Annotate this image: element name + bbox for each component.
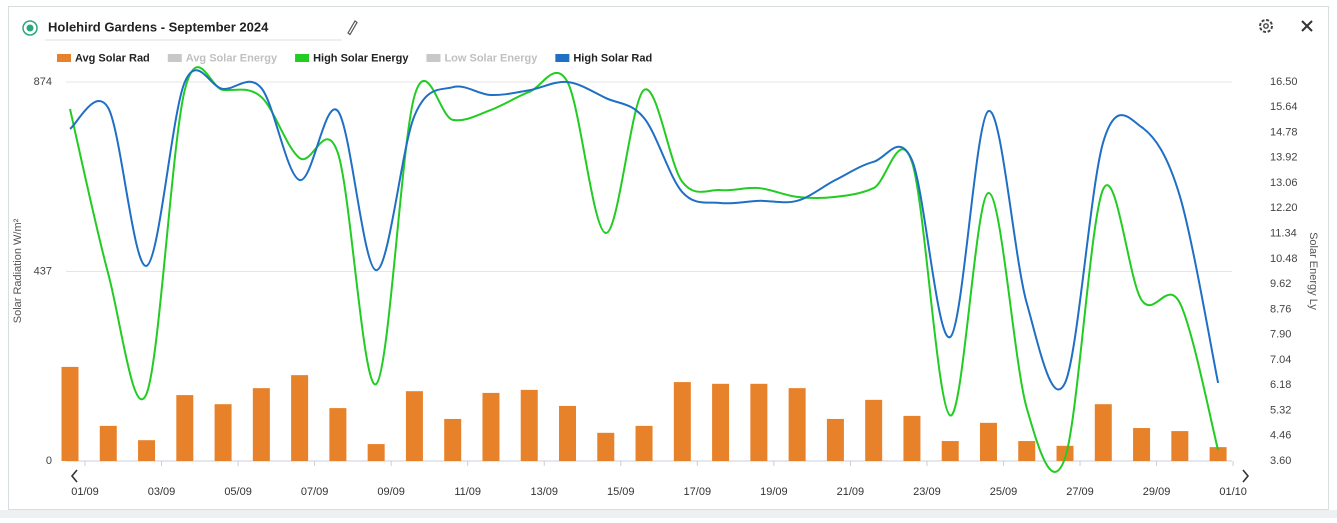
x-tick-label: 27/09 — [1066, 486, 1094, 498]
y2-tick-label: 6.18 — [1270, 379, 1291, 391]
status-dot — [26, 24, 34, 32]
window-title: Holehird Gardens - September 2024 — [48, 19, 269, 34]
bar — [329, 408, 347, 461]
bar — [291, 375, 309, 461]
prev-arrow[interactable] — [70, 469, 78, 483]
bar — [214, 404, 232, 461]
bar — [941, 441, 959, 461]
status-icon — [22, 20, 38, 36]
x-tick-label: 03/09 — [148, 486, 176, 498]
x-tick-label: 05/09 — [224, 486, 252, 498]
x-tick-label: 13/09 — [530, 486, 558, 498]
edit-icon[interactable] — [347, 20, 358, 36]
bar — [405, 391, 423, 461]
y2-tick-label: 7.90 — [1270, 329, 1291, 341]
y2-tick-label: 15.64 — [1270, 101, 1298, 113]
bar — [559, 405, 577, 461]
y2-tick-label: 16.50 — [1270, 76, 1298, 88]
y2-tick-label: 8.76 — [1270, 303, 1291, 315]
bar — [1094, 404, 1112, 461]
legend-label[interactable]: High Solar Rad — [573, 52, 652, 64]
y2-tick-label: 5.32 — [1270, 404, 1291, 416]
legend-swatch — [167, 54, 182, 62]
x-tick-label: 19/09 — [760, 486, 788, 498]
y-tick-label: 874 — [34, 76, 52, 88]
bar — [903, 415, 921, 461]
x-tick-label: 15/09 — [607, 486, 635, 498]
bar — [367, 444, 385, 461]
y2-tick-label: 11.34 — [1270, 228, 1297, 240]
bar — [61, 366, 79, 461]
legend-label[interactable]: Avg Solar Energy — [186, 52, 278, 64]
y-tick-label: 0 — [46, 455, 52, 467]
bar — [826, 418, 844, 461]
settings-icon[interactable] — [1259, 19, 1273, 33]
y2-axis-title: Solar Energy Ly — [1307, 232, 1319, 310]
bar — [788, 388, 806, 461]
x-tick-label: 01/10 — [1219, 486, 1247, 498]
plot: 0 437 874 3.60 4.46 5.32 6.18 7.04 7.90 8.76 9.62 1… — [12, 52, 1319, 498]
bar — [252, 388, 270, 461]
bar — [99, 425, 117, 461]
bar — [865, 399, 883, 461]
bar — [979, 422, 997, 461]
bar — [1018, 441, 1036, 461]
legend-label[interactable]: Low Solar Energy — [444, 52, 538, 64]
line — [69, 69, 1220, 391]
x-tick-label: 09/09 — [377, 486, 405, 498]
y2-tick-label: 9.62 — [1270, 278, 1291, 290]
bar — [138, 440, 156, 461]
x-tick-label: 29/09 — [1143, 486, 1171, 498]
bar — [520, 389, 538, 461]
bar — [482, 392, 500, 461]
bar — [1056, 445, 1074, 461]
y2-tick-label: 10.48 — [1270, 253, 1298, 265]
y-tick-label: 437 — [34, 265, 52, 277]
x-tick-label: 17/09 — [684, 486, 712, 498]
legend-label[interactable]: High Solar Energy — [313, 52, 409, 64]
bar — [1133, 428, 1151, 461]
y2-tick-label: 12.20 — [1270, 202, 1298, 214]
legend-swatch — [555, 54, 570, 62]
bar — [712, 383, 730, 461]
y2-tick-label: 3.60 — [1270, 455, 1291, 467]
legend-swatch — [57, 54, 71, 62]
gear-center[interactable] — [1263, 23, 1269, 29]
x-tick-label: 23/09 — [913, 486, 941, 498]
gear[interactable] — [1259, 19, 1273, 33]
legend-swatch — [295, 54, 310, 62]
y2-tick-label: 13.92 — [1270, 152, 1298, 164]
legend-swatch — [426, 54, 441, 62]
y-axis-title: Solar Radiation W/m² — [12, 218, 24, 323]
x-tick-label: 25/09 — [990, 486, 1018, 498]
footer-strip — [0, 510, 1337, 518]
bar — [444, 418, 462, 461]
y2-tick-label: 13.06 — [1270, 177, 1298, 189]
next-arrow[interactable] — [1242, 469, 1250, 483]
bar — [1171, 431, 1189, 461]
x-tick-label: 11/09 — [454, 486, 481, 498]
bar — [635, 425, 653, 461]
bar — [1209, 447, 1227, 461]
legend-label[interactable]: Avg Solar Rad — [75, 52, 150, 64]
line — [69, 66, 1220, 473]
y2-tick-label: 14.78 — [1270, 126, 1298, 138]
bar — [176, 395, 194, 461]
y2-tick-label: 7.04 — [1270, 354, 1291, 366]
x-tick-label: 07/09 — [301, 486, 329, 498]
close-icon[interactable] — [1301, 20, 1313, 32]
y2-tick-label: 4.46 — [1270, 430, 1291, 442]
bar — [673, 382, 691, 461]
bar — [597, 432, 615, 461]
bar — [750, 383, 768, 461]
x-tick-label: 21/09 — [837, 486, 865, 498]
x-tick-label: 01/09 — [71, 486, 99, 498]
